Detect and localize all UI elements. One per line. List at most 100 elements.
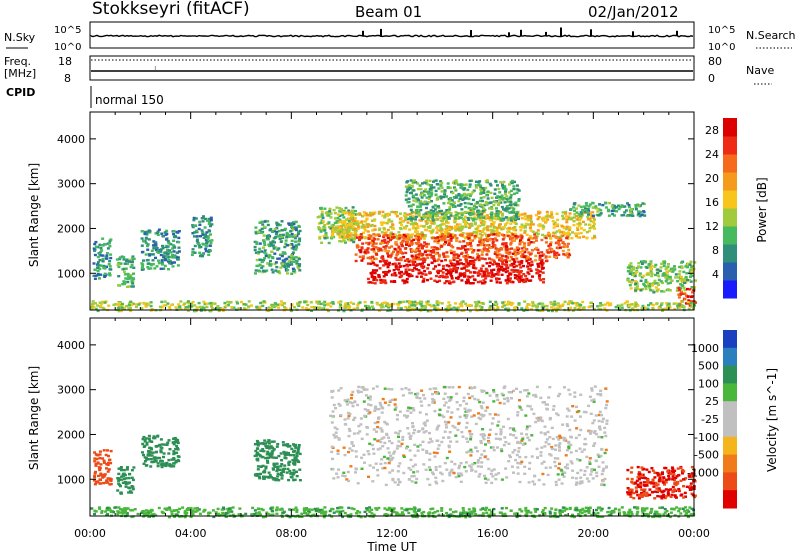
power-cell (542, 281, 545, 284)
power-cell (471, 231, 475, 235)
power-cell (488, 182, 492, 186)
power-cell (94, 307, 98, 311)
power-cell (329, 227, 333, 230)
power-cell (506, 274, 510, 278)
power-cell (187, 302, 191, 305)
power-cell (386, 242, 389, 245)
power-cell (422, 237, 426, 240)
power-cell (454, 229, 458, 232)
power-cell (101, 254, 105, 257)
vel-cell (167, 464, 171, 467)
power-cell (584, 223, 588, 226)
power-cell (266, 262, 270, 265)
power-cell (615, 205, 619, 209)
power-cell (419, 208, 423, 212)
vel-cell (105, 479, 109, 482)
power-cell (531, 304, 535, 308)
power-cell (447, 271, 451, 275)
vel-cell (93, 451, 97, 454)
power-cell (154, 256, 157, 260)
power-cell (386, 228, 390, 232)
power-cell (410, 210, 414, 214)
power-cell (498, 268, 502, 271)
power-cell (263, 243, 267, 247)
vel-cell (433, 455, 437, 458)
vel-cell (287, 461, 291, 464)
power-cell (485, 274, 489, 278)
power-cell (550, 306, 553, 309)
power-cell (428, 229, 432, 233)
power-cell (360, 220, 364, 223)
power-cell (565, 236, 569, 240)
power-colorbar-segment (723, 226, 737, 245)
power-cell (588, 229, 591, 233)
power-cell (140, 266, 144, 270)
power-cell (536, 248, 540, 251)
power-cell (371, 261, 375, 265)
vel-cell (557, 438, 561, 441)
vel-cell (117, 482, 121, 485)
vel-cell (467, 450, 471, 453)
power-cell (331, 302, 335, 305)
power-cell (555, 251, 559, 255)
power-cell (502, 236, 506, 239)
power-cell (537, 251, 540, 254)
power-cell (617, 306, 621, 309)
power-cell (129, 303, 133, 307)
y-tick-label: 2000 (57, 222, 85, 235)
power-cell (341, 211, 345, 214)
power-cell (561, 211, 565, 214)
power-cell (417, 256, 421, 259)
power-cell (279, 240, 283, 243)
power-cell (445, 251, 449, 254)
power-cell (184, 306, 188, 309)
power-cell (531, 303, 535, 306)
power-cell (344, 226, 348, 229)
vel-cell (156, 444, 160, 448)
power-cell (507, 207, 511, 210)
vel-cell (266, 440, 270, 444)
power-cell (544, 220, 548, 223)
power-cell (281, 262, 285, 266)
power-cell (438, 210, 442, 213)
power-cell (346, 237, 350, 241)
power-cell (179, 307, 183, 310)
power-cell (524, 257, 528, 260)
vel-cell (391, 469, 395, 472)
power-cell (316, 306, 320, 309)
power-cell (440, 223, 444, 226)
power-cell (509, 222, 513, 225)
vel-cell (397, 465, 401, 468)
power-cell (177, 306, 181, 309)
power-cell (191, 248, 195, 251)
power-cell (427, 242, 430, 246)
power-cell (504, 308, 508, 311)
power-cell (420, 265, 424, 268)
power-cell (99, 273, 103, 276)
power-cell (120, 306, 124, 310)
vel-cell (436, 391, 440, 394)
power-cell (465, 194, 469, 197)
vel-cell (131, 488, 135, 491)
power-cell (471, 282, 475, 285)
power-cell (481, 219, 485, 223)
power-cell (207, 222, 211, 226)
power-cell (381, 214, 385, 217)
power-cell (290, 232, 294, 236)
vel-cell (297, 444, 301, 447)
vel-cell (172, 458, 176, 461)
vel-cell (494, 437, 498, 440)
power-cell (271, 256, 275, 259)
vel-cell (298, 479, 302, 482)
power-cell (94, 302, 97, 305)
power-cell (93, 242, 97, 246)
vel-cell (143, 460, 147, 463)
power-cell (448, 259, 452, 262)
power-cell (633, 272, 637, 275)
power-cell (494, 302, 498, 306)
vel-cell (276, 466, 280, 469)
power-cell (117, 284, 120, 287)
power-cell (284, 267, 288, 270)
power-cell (452, 254, 456, 257)
power-cell (267, 309, 271, 312)
